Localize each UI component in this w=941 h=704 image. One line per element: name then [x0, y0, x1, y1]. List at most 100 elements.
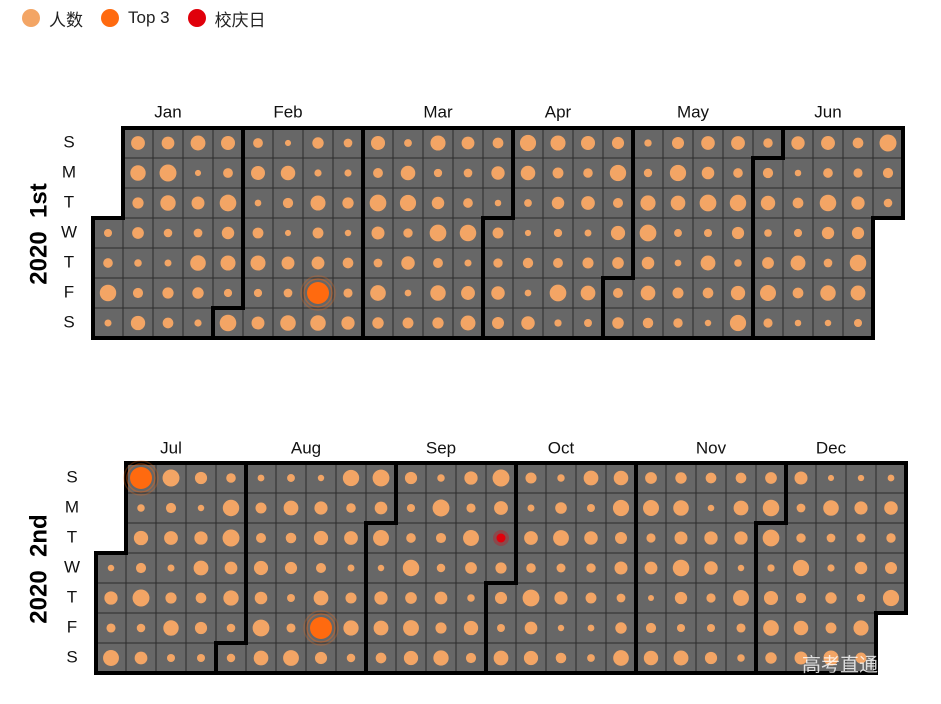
visitor-dot: [704, 561, 718, 575]
legend-item-visitors[interactable]: 人数: [22, 6, 83, 31]
visitor-dot: [613, 650, 629, 666]
visitor-dot: [226, 623, 236, 633]
calendar-cell: [305, 582, 337, 614]
visitor-dot: [585, 592, 597, 604]
calendar-title: 2020 1st: [25, 183, 52, 284]
visitor-dot: [706, 623, 716, 633]
weekday-label: W: [64, 557, 80, 576]
visitor-dot: [310, 315, 326, 331]
visitor-dot: [280, 165, 296, 181]
visitor-dot: [132, 287, 144, 299]
visitor-dot: [373, 168, 383, 178]
visitor-dot: [615, 622, 627, 634]
visitor-dot: [136, 623, 146, 633]
visitor-dot: [644, 561, 658, 575]
visitor-dot: [345, 592, 357, 604]
visitor-dot: [466, 503, 476, 513]
visitor-dot: [851, 196, 865, 210]
visitor-dot: [849, 254, 867, 272]
visitor-dot: [612, 499, 630, 517]
visitor-dot: [673, 500, 689, 516]
visitor-dot: [639, 224, 657, 242]
visitor-dot: [703, 228, 713, 238]
visitor-dot: [706, 593, 716, 603]
visitor-dot: [191, 196, 205, 210]
visitor-dot: [461, 136, 475, 150]
visitor-dot: [132, 589, 150, 607]
visitor-dot: [134, 651, 148, 665]
calendar-cell: [692, 187, 724, 219]
visitor-dot: [674, 591, 688, 605]
visitor-dot: [343, 288, 353, 298]
legend-item-top3[interactable]: Top 3: [101, 8, 170, 28]
visitor-dot: [765, 472, 777, 484]
visitor-dot: [285, 532, 297, 544]
top3-ripple-inner: [126, 463, 156, 493]
visitor-dot: [760, 195, 776, 211]
visitor-dot: [194, 319, 202, 327]
visitor-dot: [399, 194, 417, 212]
visitor-dot: [165, 592, 177, 604]
visitor-dot: [133, 530, 149, 546]
visitor-dot: [790, 255, 806, 271]
month-label: Nov: [696, 438, 727, 457]
visitor-dot: [131, 136, 145, 150]
weekday-label: W: [61, 222, 77, 241]
visitor-dot: [342, 197, 354, 209]
visitor-dot: [552, 167, 564, 179]
visitor-dot: [554, 591, 568, 605]
visitor-dot: [194, 169, 202, 177]
visitor-dot: [704, 651, 718, 665]
visitor-dot: [702, 287, 714, 299]
legend-dot-visitors: [22, 9, 40, 27]
visitor-dot: [223, 288, 233, 298]
month-label: Jan: [154, 102, 181, 121]
visitor-dot: [282, 197, 294, 209]
visitor-dot: [402, 317, 414, 329]
visitor-dot: [731, 136, 745, 150]
visitor-dot: [699, 194, 717, 212]
visitor-dot: [763, 590, 779, 606]
visitor-dot: [643, 650, 659, 666]
top3-ripple-outer: [123, 460, 159, 496]
visitor-dot: [646, 533, 656, 543]
visitor-dot: [167, 564, 175, 572]
visitor-dot: [794, 319, 802, 327]
visitor-dot: [434, 591, 448, 605]
visitor-dot: [252, 227, 264, 239]
visitor-dot: [372, 317, 384, 329]
visitor-dot: [465, 652, 477, 664]
visitor-dot: [827, 564, 835, 572]
visitor-dot: [522, 589, 540, 607]
visitor-dot: [372, 469, 390, 487]
legend-label-top3: Top 3: [128, 8, 170, 27]
visitor-dot: [645, 472, 657, 484]
visitor-dot: [491, 286, 505, 300]
visitor-dot: [884, 501, 898, 515]
visitor-dot: [460, 315, 476, 331]
visitor-dot: [255, 502, 267, 514]
visitor-dot: [551, 196, 565, 210]
visitor-dot: [707, 504, 715, 512]
visitor-dot: [281, 256, 295, 270]
visitor-dot: [104, 319, 112, 327]
visitor-dot: [369, 194, 387, 212]
visitor-dot: [640, 195, 656, 211]
visitor-dot: [645, 622, 657, 634]
legend-item-anniversary[interactable]: 校庆日: [187, 6, 266, 31]
visitor-dot: [310, 195, 326, 211]
visitor-dot: [792, 197, 804, 209]
visitor-dot: [764, 229, 772, 237]
visitor-dot: [584, 319, 592, 327]
visitor-dot: [194, 621, 208, 635]
visitor-dot: [734, 531, 748, 545]
visitor-dot: [197, 504, 205, 512]
visitor-dot: [463, 620, 479, 636]
visitor-dot: [675, 472, 687, 484]
weekday-label: T: [67, 587, 77, 606]
visitor-dot: [879, 134, 897, 152]
visitor-dot: [609, 164, 627, 182]
visitor-dot: [793, 620, 809, 636]
visitor-dot: [701, 136, 715, 150]
visitor-dot: [459, 224, 477, 242]
